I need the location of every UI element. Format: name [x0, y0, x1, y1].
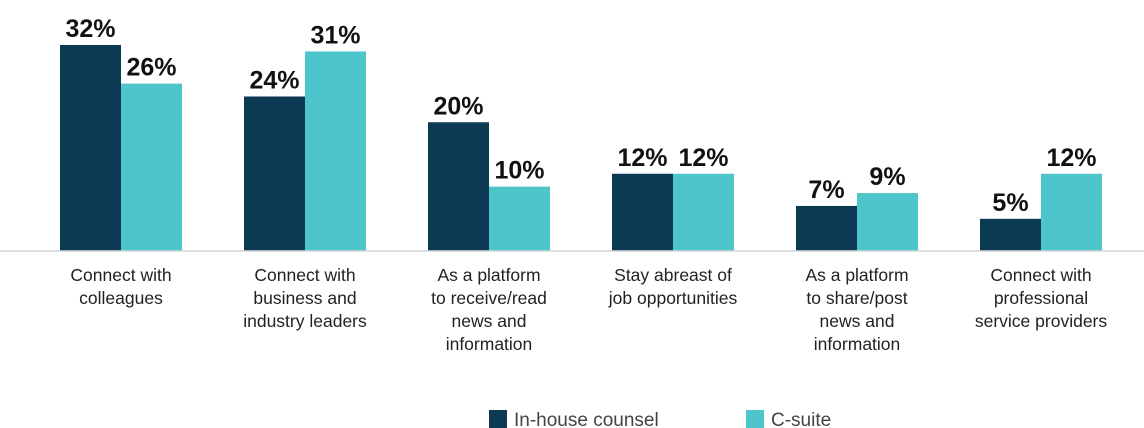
bar-in-house-counsel-0: [60, 45, 121, 251]
legend-c-suite-swatch: [746, 410, 764, 428]
bar-in-house-counsel-1: [244, 96, 305, 251]
bar-c-suite-5: [1041, 173, 1102, 251]
category-label-3: Stay abreast of job opportunities: [608, 265, 738, 308]
bar-in-house-counsel-3: [612, 173, 673, 251]
value-label-in-house-counsel-3: 12%: [617, 144, 667, 172]
bars-layer: [60, 45, 1102, 251]
category-label-5: Connect with professional service provider…: [975, 265, 1108, 331]
value-labels-layer: 32% 26% 24% 31% 20% 10% 12% 12% 7% 9% 5% 12%: [65, 15, 1096, 217]
category-label-4: As a platform to share/post news and inform…: [805, 265, 908, 354]
legend-in-house-counsel-label: In-house counsel: [514, 410, 659, 428]
value-label-c-suite-4: 9%: [869, 163, 905, 191]
bar-in-house-counsel-5: [980, 218, 1041, 251]
bar-c-suite-0: [121, 83, 182, 251]
category-label-2: As a platform to receive/read news and info…: [431, 265, 547, 354]
value-label-in-house-counsel-1: 24%: [249, 67, 299, 95]
value-label-c-suite-1: 31%: [310, 21, 360, 49]
bar-c-suite-2: [489, 186, 550, 251]
legend-c-suite-label: C-suite: [771, 410, 831, 428]
category-label-1: Connect with business and industry leaders: [243, 265, 367, 331]
bar-c-suite-3: [673, 173, 734, 251]
bar-c-suite-4: [857, 193, 918, 251]
bar-in-house-counsel-2: [428, 122, 489, 251]
legend: In-house counsel C-suite: [489, 410, 831, 428]
value-label-c-suite-0: 26%: [126, 54, 176, 82]
bar-c-suite-1: [305, 51, 366, 251]
legend-in-house-counsel-swatch: [489, 410, 507, 428]
value-label-in-house-counsel-5: 5%: [992, 189, 1028, 217]
value-label-c-suite-2: 10%: [494, 157, 544, 185]
value-label-in-house-counsel-0: 32%: [65, 15, 115, 43]
value-label-in-house-counsel-4: 7%: [808, 176, 844, 204]
value-label-c-suite-5: 12%: [1046, 144, 1096, 172]
value-label-c-suite-3: 12%: [678, 144, 728, 172]
value-label-in-house-counsel-2: 20%: [433, 92, 483, 120]
bar-in-house-counsel-4: [796, 205, 857, 251]
category-label-0: Connect with colleagues: [70, 265, 171, 308]
category-labels-layer: Connect with colleagues Connect with busine…: [70, 265, 1107, 354]
